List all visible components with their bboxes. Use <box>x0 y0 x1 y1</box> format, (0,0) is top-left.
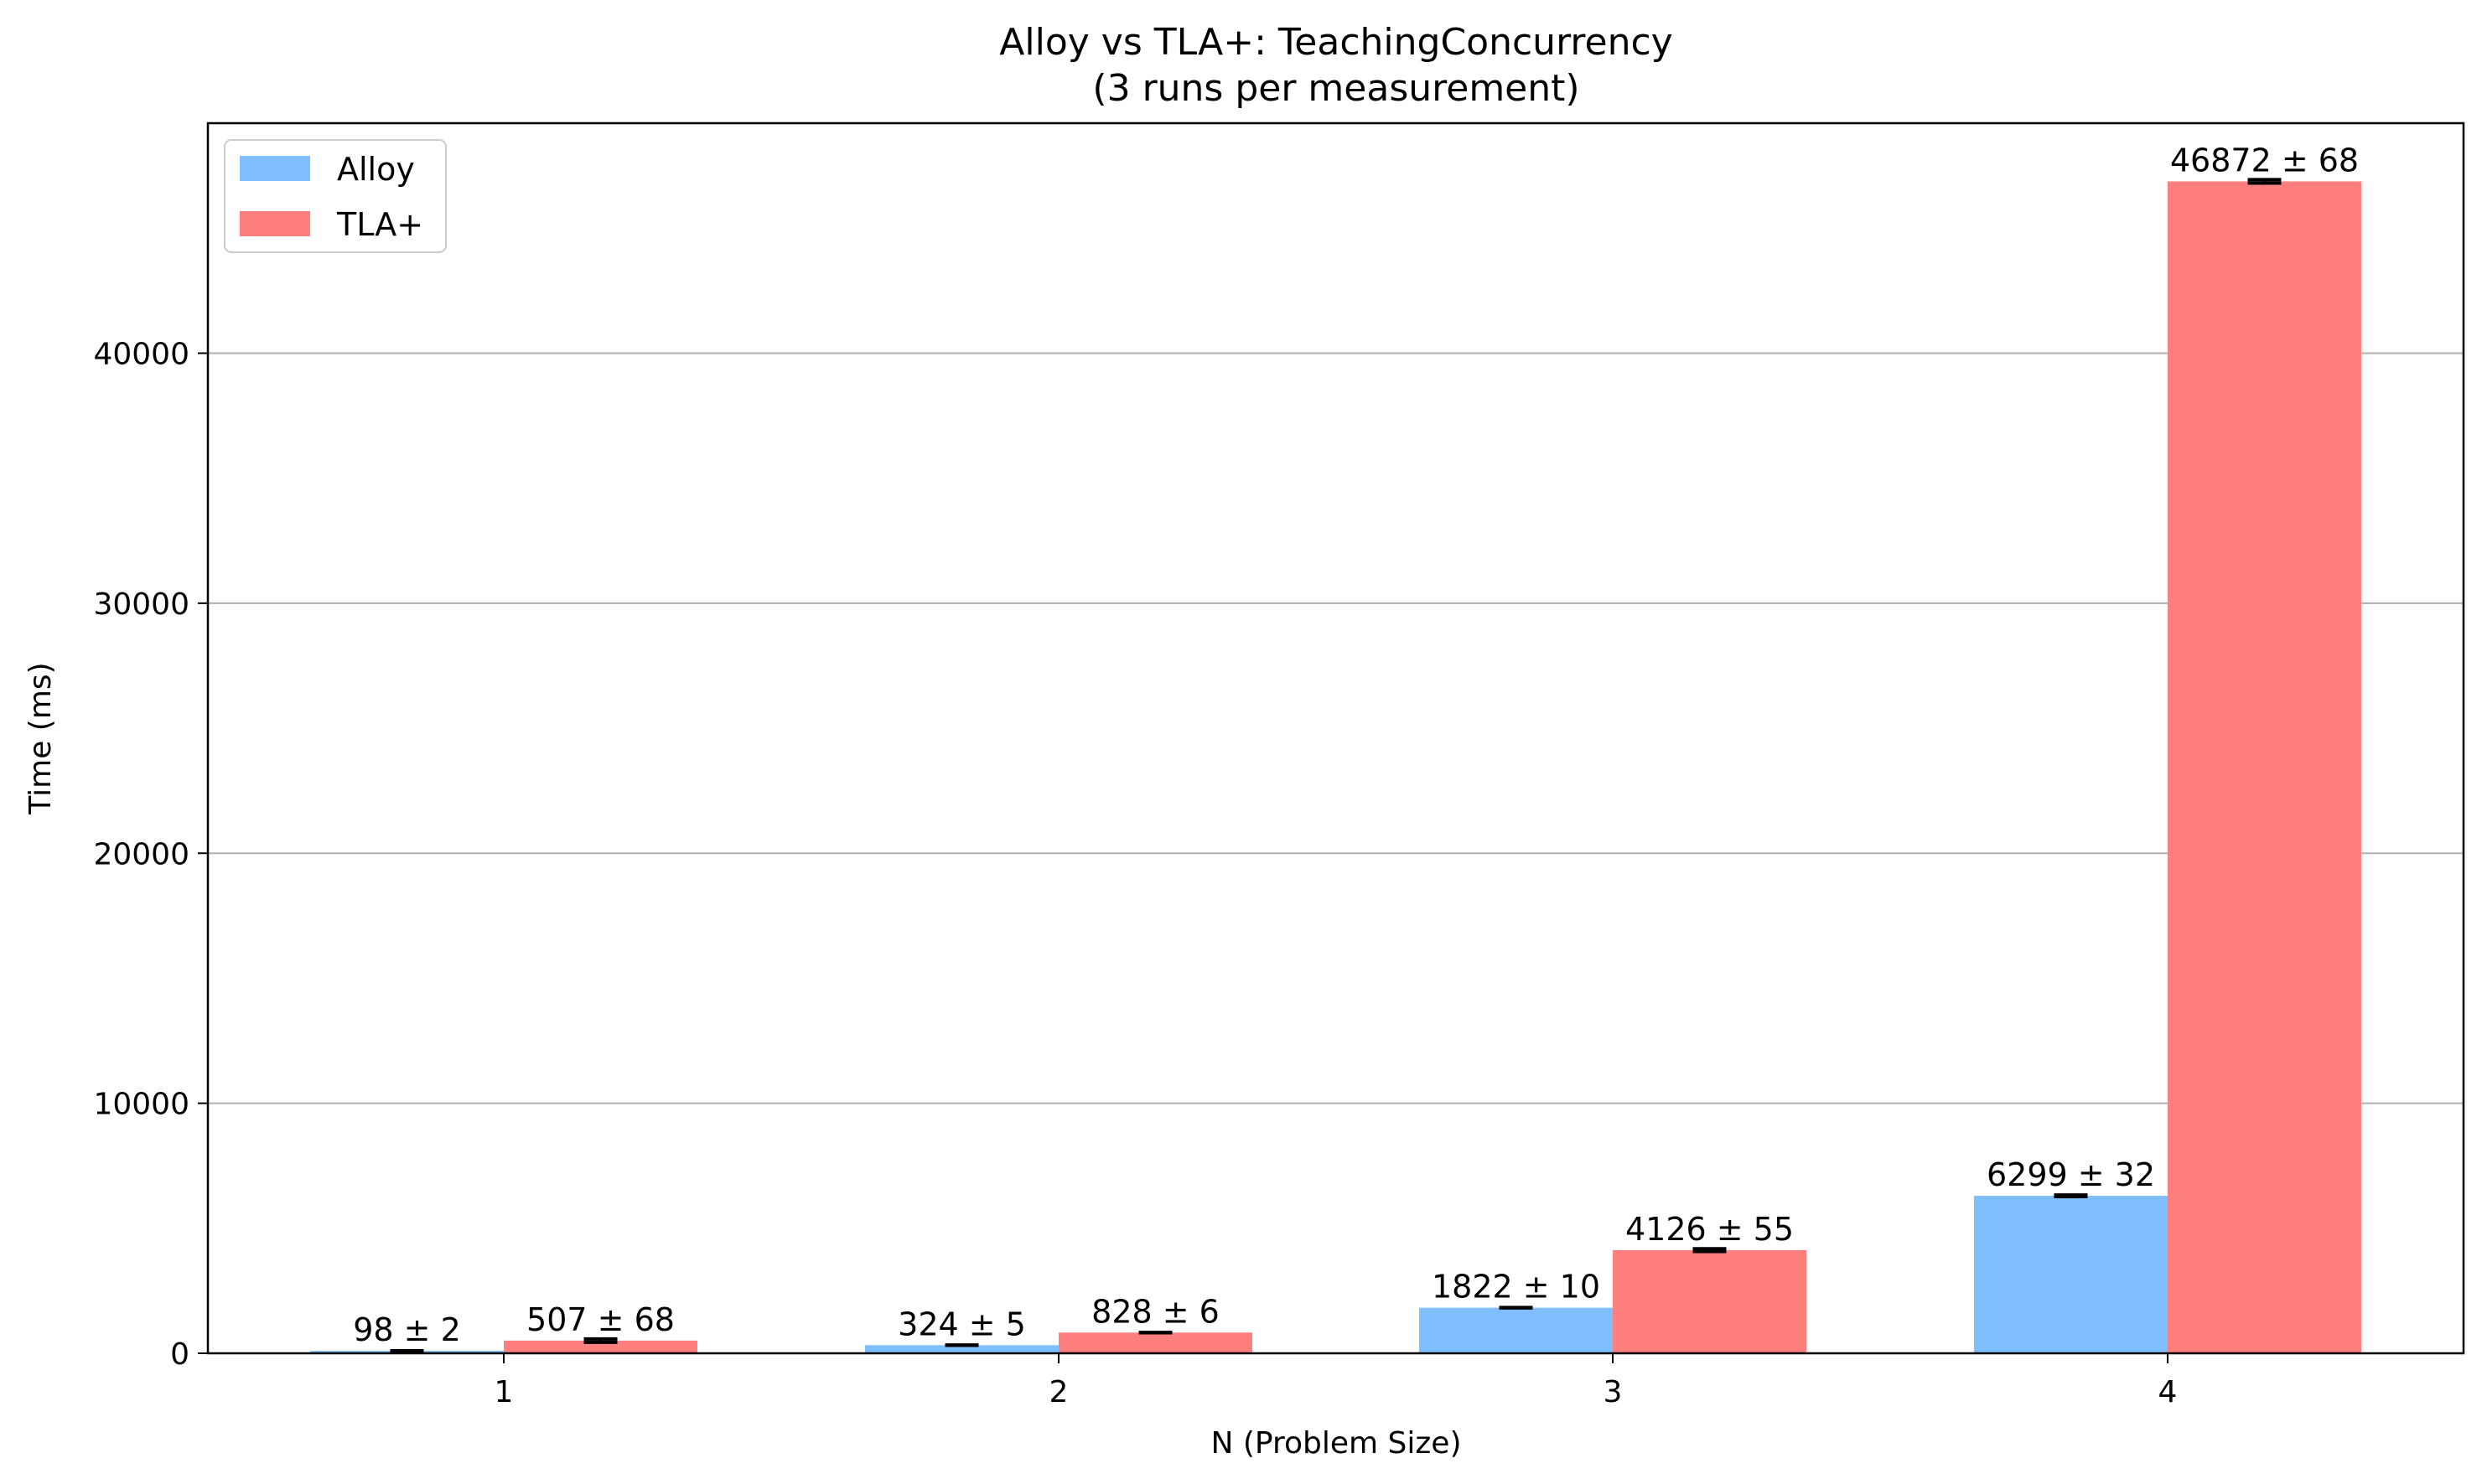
legend-label-alloy: Alloy <box>337 151 415 188</box>
x-tick-label: 4 <box>2158 1375 2178 1409</box>
data-label: 98 ± 2 <box>353 1311 461 1348</box>
chart-subtitle: (3 runs per measurement) <box>1092 67 1579 110</box>
bar-tla-2 <box>1059 1332 1252 1353</box>
plot-frame <box>206 122 2465 1355</box>
y-axis-label: Time (ms) <box>23 662 58 814</box>
y-axis: 0 10000 20000 30000 40000 <box>93 338 208 1372</box>
error-bars <box>390 178 2282 1353</box>
bar-tla-4 <box>2168 181 2361 1354</box>
gridlines <box>208 352 2464 1104</box>
x-tick-label: 2 <box>1049 1375 1069 1409</box>
data-label: 828 ± 6 <box>1091 1293 1220 1330</box>
chart-title: Alloy vs TLA+: TeachingConcurrency <box>999 21 1672 64</box>
bars <box>310 181 2361 1354</box>
x-tick-label: 1 <box>495 1375 514 1409</box>
data-label: 4126 ± 55 <box>1625 1211 1794 1248</box>
bar-alloy-3 <box>1419 1307 1613 1353</box>
legend-label-tla: TLA+ <box>336 206 423 243</box>
x-tick-label: 3 <box>1604 1375 1623 1409</box>
bar-alloy-4 <box>1974 1196 2168 1353</box>
x-axis: 1 2 3 4 <box>495 1353 2178 1409</box>
data-label: 507 ± 68 <box>526 1301 675 1338</box>
data-label: 6299 ± 32 <box>1987 1156 2155 1193</box>
data-labels: 98 ± 2 324 ± 5 1822 ± 10 6299 ± 32 507 ± 68 8… <box>353 142 2359 1348</box>
y-tick-label: 10000 <box>93 1088 189 1122</box>
bar-tla-3 <box>1613 1249 1806 1353</box>
data-label: 1822 ± 10 <box>1432 1269 1600 1306</box>
x-axis-label: N (Problem Size) <box>1211 1426 1462 1461</box>
legend-swatch-alloy <box>240 156 310 181</box>
y-tick-label: 20000 <box>93 837 189 871</box>
legend-swatch-tla <box>240 211 310 236</box>
data-label: 324 ± 5 <box>898 1306 1026 1342</box>
legend: Alloy TLA+ <box>224 139 447 253</box>
data-label: 46872 ± 68 <box>2170 142 2359 178</box>
bar-tla-1 <box>504 1340 697 1353</box>
bar-alloy-2 <box>865 1345 1059 1353</box>
y-tick-label: 40000 <box>93 338 189 372</box>
y-tick-label: 0 <box>170 1337 189 1372</box>
y-tick-label: 30000 <box>93 587 189 622</box>
